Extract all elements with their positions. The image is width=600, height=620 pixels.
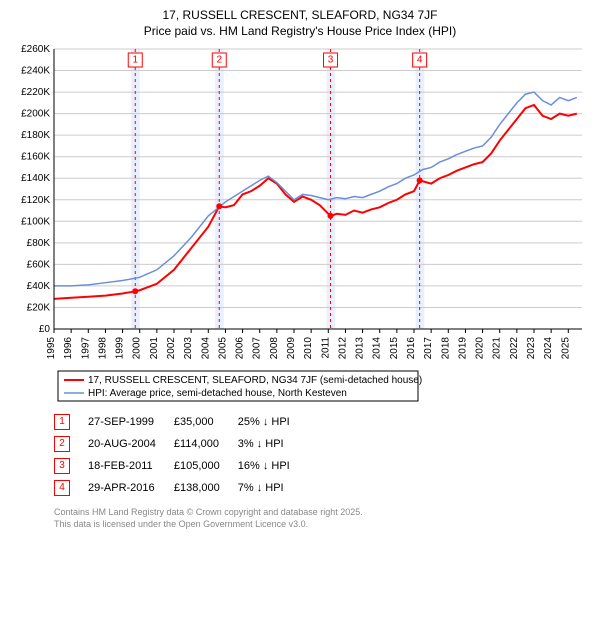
title-line-2: Price paid vs. HM Land Registry's House … [8,24,592,40]
event-delta: 3% ↓ HPI [238,433,308,455]
svg-text:4: 4 [417,55,423,66]
svg-text:£160K: £160K [21,152,50,163]
event-row: 2 20-AUG-2004 £114,000 3% ↓ HPI [54,433,308,455]
svg-text:£100K: £100K [21,216,50,227]
event-date: 29-APR-2016 [88,477,174,499]
svg-text:£140K: £140K [21,173,50,184]
events-table: 1 27-SEP-1999 £35,000 25% ↓ HPI2 20-AUG-… [54,411,308,499]
svg-text:£120K: £120K [21,195,50,206]
svg-text:1999: 1999 [115,337,126,360]
svg-text:2025: 2025 [560,337,571,360]
svg-text:1: 1 [132,55,138,66]
event-date: 20-AUG-2004 [88,433,174,455]
svg-text:HPI: Average price, semi-detac: HPI: Average price, semi-detached house,… [88,388,347,399]
svg-text:2022: 2022 [509,337,520,360]
svg-text:2010: 2010 [303,337,314,360]
svg-text:17, RUSSELL CRESCENT, SLEAFORD: 17, RUSSELL CRESCENT, SLEAFORD, NG34 7JF… [88,375,422,386]
svg-text:£0: £0 [39,324,51,335]
svg-text:£240K: £240K [21,66,50,77]
svg-text:£40K: £40K [27,281,51,292]
event-marker-icon: 1 [54,414,70,430]
svg-text:2014: 2014 [372,337,383,360]
svg-text:1995: 1995 [46,337,57,360]
svg-text:2004: 2004 [200,337,211,360]
svg-text:2009: 2009 [286,337,297,360]
event-marker-icon: 3 [54,458,70,474]
svg-text:2018: 2018 [440,337,451,360]
svg-text:2007: 2007 [252,337,263,360]
svg-text:£80K: £80K [27,238,51,249]
svg-text:1996: 1996 [63,337,74,360]
svg-text:£20K: £20K [27,303,51,314]
event-date: 18-FEB-2011 [88,455,174,477]
svg-text:2020: 2020 [475,337,486,360]
svg-text:2002: 2002 [166,337,177,360]
svg-text:2001: 2001 [149,337,160,360]
event-delta: 25% ↓ HPI [238,411,308,433]
footer-text: Contains HM Land Registry data © Crown c… [54,507,592,530]
event-row: 1 27-SEP-1999 £35,000 25% ↓ HPI [54,411,308,433]
svg-text:2008: 2008 [269,337,280,360]
svg-text:1998: 1998 [97,337,108,360]
svg-text:2017: 2017 [423,337,434,360]
svg-text:2011: 2011 [320,337,331,359]
svg-text:2021: 2021 [492,337,503,360]
svg-text:£200K: £200K [21,109,50,120]
svg-text:£180K: £180K [21,130,50,141]
footer-line-2: This data is licensed under the Open Gov… [54,519,592,531]
chart-title: 17, RUSSELL CRESCENT, SLEAFORD, NG34 7JF… [8,8,592,39]
svg-text:£220K: £220K [21,87,50,98]
event-marker-icon: 2 [54,436,70,452]
svg-text:2019: 2019 [457,337,468,360]
event-row: 3 18-FEB-2011 £105,000 16% ↓ HPI [54,455,308,477]
svg-text:2012: 2012 [337,337,348,360]
svg-text:2003: 2003 [183,337,194,360]
svg-text:3: 3 [328,55,334,66]
svg-text:2016: 2016 [406,337,417,360]
price-chart: £0 £20K £40K £60K £80K £100K £120K £140K £160K £1… [8,39,592,405]
title-line-1: 17, RUSSELL CRESCENT, SLEAFORD, NG34 7JF [8,8,592,24]
event-date: 27-SEP-1999 [88,411,174,433]
event-delta: 7% ↓ HPI [238,477,308,499]
event-marker-icon: 4 [54,480,70,496]
svg-text:2005: 2005 [217,337,228,360]
svg-text:2015: 2015 [389,337,400,360]
chart-container: £0 £20K £40K £60K £80K £100K £120K £140K £160K £1… [8,39,592,405]
event-price: £114,000 [174,433,238,455]
event-price: £35,000 [174,411,238,433]
svg-text:2000: 2000 [132,337,143,360]
svg-text:2013: 2013 [355,337,366,360]
svg-text:£60K: £60K [27,260,51,271]
event-price: £138,000 [174,477,238,499]
svg-text:2006: 2006 [235,337,246,360]
event-row: 4 29-APR-2016 £138,000 7% ↓ HPI [54,477,308,499]
svg-text:2023: 2023 [526,337,537,360]
svg-text:2: 2 [216,55,222,66]
svg-text:2024: 2024 [543,337,554,360]
footer-line-1: Contains HM Land Registry data © Crown c… [54,507,592,519]
event-price: £105,000 [174,455,238,477]
svg-text:£260K: £260K [21,44,50,55]
event-delta: 16% ↓ HPI [238,455,308,477]
svg-text:1997: 1997 [80,337,91,360]
